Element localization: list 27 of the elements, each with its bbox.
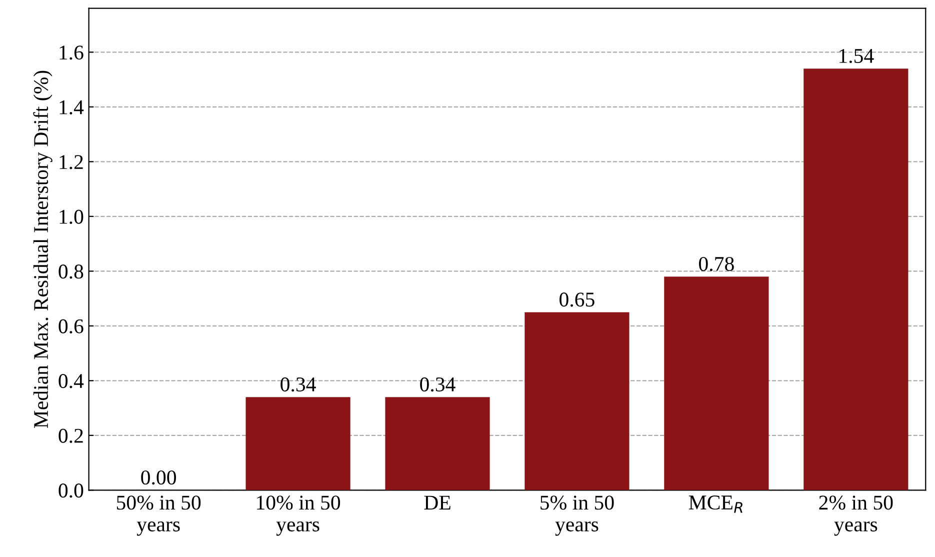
y-tick-label: 0.8: [58, 264, 84, 279]
bar: [246, 397, 350, 490]
bar: [385, 397, 490, 490]
y-tick-label: 1.2: [60, 155, 83, 170]
data-label: 0.00: [141, 470, 176, 485]
y-tick-label: 0.4: [58, 374, 84, 388]
data-label: 1.54: [840, 49, 874, 64]
y-tick-label: 0.6: [58, 319, 84, 334]
bar: [664, 276, 769, 490]
y-tick-label: 1.0: [60, 210, 84, 224]
data-label: 0.78: [699, 256, 734, 272]
bar: [804, 68, 908, 490]
data-label: 0.34: [280, 377, 316, 392]
y-tick-label: 0.2: [58, 428, 83, 443]
y-tick-label: 1.6: [60, 46, 84, 60]
y-tick-label: 0.0: [58, 484, 84, 498]
x-tick-label: MCE$_{R}$: [688, 496, 742, 513]
bar: [524, 312, 630, 490]
y-axis-title: Median Max. Residual Interstory Drift (%): [33, 70, 52, 428]
data-label: 0.65: [560, 292, 594, 307]
x-tick-label: DE: [424, 496, 450, 510]
y-tick-label: 1.4: [60, 100, 84, 114]
x-tick-label: 10% in 50 years: [257, 496, 340, 536]
x-tick-label: 50% in 50 years: [116, 496, 201, 536]
data-label: 0.34: [420, 377, 456, 392]
x-tick-label: 5% in 50 years: [540, 496, 614, 536]
x-tick-label: 2% in 50 years: [819, 496, 893, 536]
